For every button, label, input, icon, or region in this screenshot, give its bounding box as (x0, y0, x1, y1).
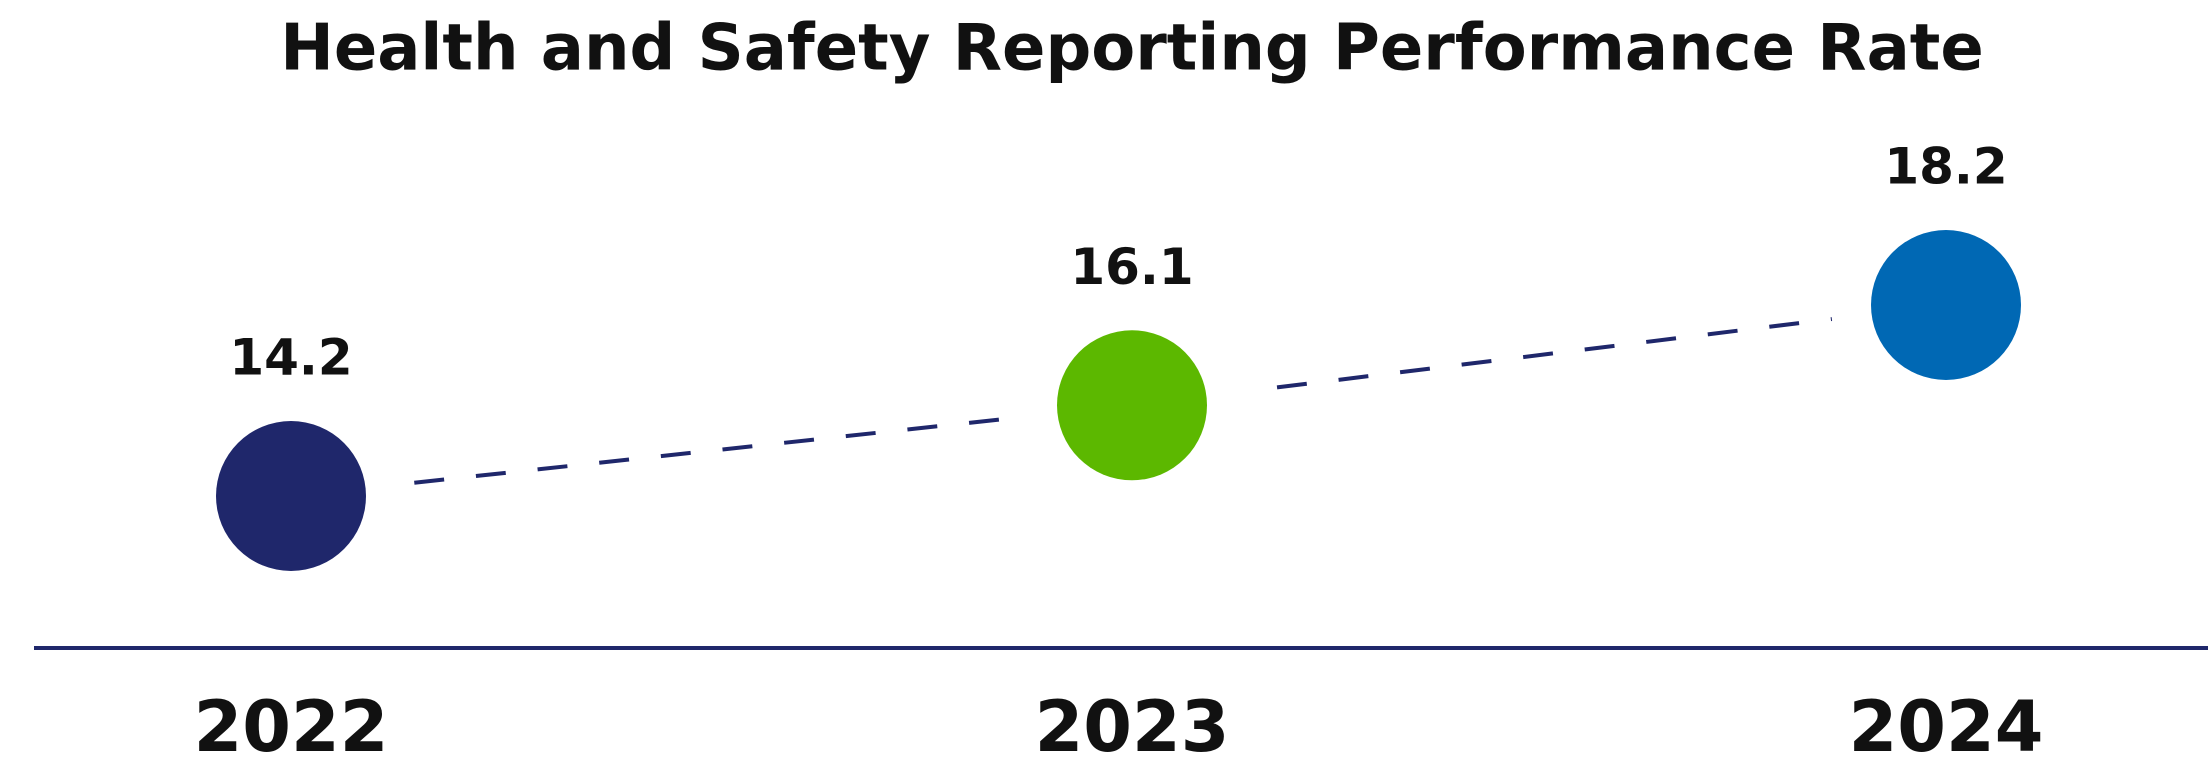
x-tick-label: 2022 (194, 686, 389, 768)
x-tick-label: 2024 (1849, 686, 2044, 768)
trend-line (290, 303, 1947, 498)
data-label: 16.1 (1070, 238, 1193, 296)
data-point (1831, 190, 2061, 420)
chart-title: Health and Safety Reporting Performance … (280, 12, 1984, 86)
data-label: 14.2 (229, 329, 352, 387)
x-tick-label: 2023 (1035, 686, 1230, 768)
data-point (176, 381, 406, 611)
data-label: 18.2 (1884, 138, 2007, 196)
data-point (1017, 290, 1247, 521)
